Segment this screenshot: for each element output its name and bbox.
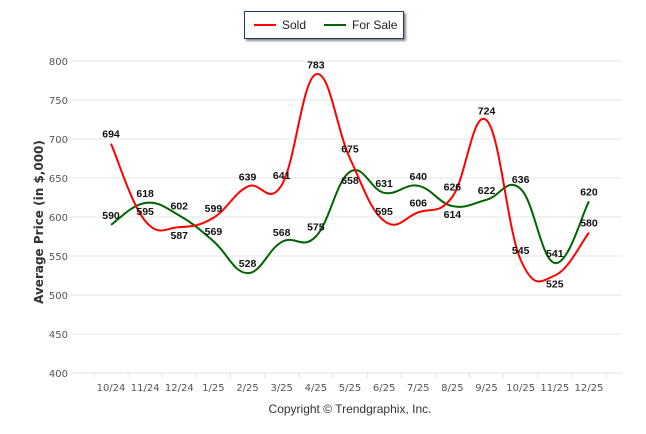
y-tick-label: 700: [49, 135, 68, 146]
x-tick-label: 5/25: [339, 383, 361, 394]
x-tick-label: 10/24: [97, 383, 126, 394]
data-label: 658: [341, 175, 359, 187]
x-tick-label: 12/24: [165, 383, 194, 394]
legend: Sold For Sale: [244, 11, 404, 39]
data-label: 595: [136, 206, 154, 218]
x-tick-label: 11/25: [540, 383, 569, 394]
x-axis-ticks: 10/24 11/24 12/24 1/25 2/25 3/25 4/25 5/25 6/25 7…: [77, 372, 622, 394]
x-tick-label: 2/25: [236, 383, 258, 394]
data-label: 640: [409, 171, 427, 183]
data-label: 694: [102, 129, 120, 141]
data-label: 599: [205, 203, 223, 215]
series-lines: [110, 73, 590, 283]
data-label: 568: [273, 227, 291, 239]
x-tick-label: 9/25: [475, 383, 497, 394]
data-label: 618: [136, 188, 154, 200]
x-tick-label: 3/25: [270, 383, 292, 394]
data-label: 639: [239, 172, 257, 184]
gridlines: [70, 60, 622, 374]
x-tick-label: 6/25: [373, 383, 395, 394]
data-label: 587: [171, 230, 189, 242]
legend-label-sold: Sold: [282, 18, 307, 32]
series-line-for-sale: [110, 169, 590, 275]
legend-label-for-sale: For Sale: [352, 18, 398, 32]
data-label: 525: [546, 279, 564, 291]
y-axis-ticks: 400 450 500 550 600 650 700 750 800: [49, 57, 68, 380]
legend-swatch-for-sale: [324, 24, 347, 26]
y-tick-label: 600: [49, 213, 68, 224]
legend-item-for-sale[interactable]: For Sale: [324, 18, 397, 32]
x-tick-label: 4/25: [305, 383, 327, 394]
y-tick-label: 450: [49, 330, 68, 341]
x-tick-label: 11/24: [131, 383, 160, 394]
data-label: 626: [444, 182, 462, 194]
copyright-footer: Copyright © Trendgraphix, Inc.: [268, 402, 432, 416]
data-label: 575: [307, 222, 325, 234]
x-tick-label: 8/25: [441, 383, 463, 394]
data-label: 569: [205, 226, 223, 238]
y-tick-label: 650: [49, 174, 68, 185]
data-labels: 694 595 587 599 639 641 783 675 595 606 626 724 545 5…: [102, 59, 598, 290]
data-label: 528: [239, 258, 257, 270]
data-label: 606: [409, 197, 427, 209]
data-label: 783: [307, 59, 325, 71]
legend-swatch-sold: [254, 24, 276, 26]
y-tick-label: 400: [49, 369, 68, 380]
series-line-sold: [110, 73, 590, 283]
data-label: 620: [580, 186, 598, 198]
y-tick-label: 800: [49, 57, 68, 68]
y-tick-label: 550: [49, 252, 68, 263]
data-label: 545: [512, 245, 530, 257]
data-label: 541: [546, 248, 564, 260]
data-label: 675: [341, 144, 359, 156]
data-label: 641: [273, 170, 291, 182]
data-label: 622: [478, 185, 496, 197]
legend-item-sold[interactable]: Sold: [254, 18, 306, 32]
data-label: 580: [580, 218, 598, 230]
x-tick-label: 12/25: [575, 383, 604, 394]
y-tick-label: 750: [49, 96, 68, 107]
y-tick-label: 500: [49, 291, 68, 302]
data-label: 631: [375, 178, 393, 190]
data-label: 636: [512, 174, 530, 186]
x-tick-label: 10/25: [506, 383, 535, 394]
y-axis-label: Average Price (in $,000): [32, 140, 46, 304]
data-label: 724: [478, 105, 496, 117]
data-label: 602: [171, 200, 189, 212]
x-tick-label: 1/25: [202, 383, 224, 394]
data-label: 595: [375, 206, 393, 218]
x-tick-label: 7/25: [407, 383, 429, 394]
data-label: 614: [444, 209, 462, 221]
data-label: 590: [102, 210, 120, 222]
